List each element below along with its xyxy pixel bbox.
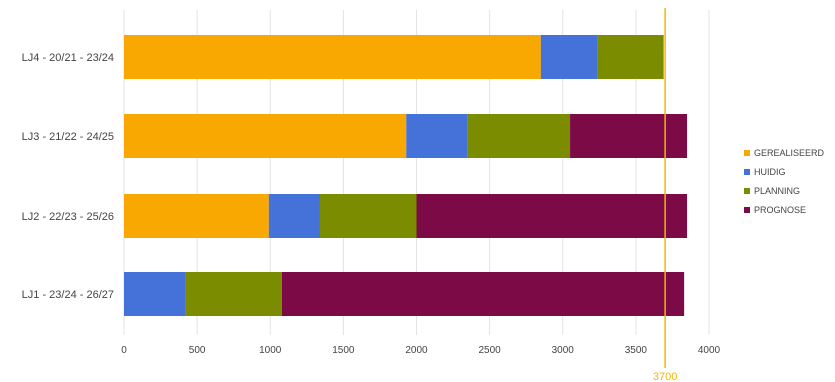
x-tick-label: 3500 <box>625 345 648 356</box>
category-label: LJ3 - 21/22 - 24/25 <box>22 131 114 143</box>
legend-swatch-planning <box>744 188 750 194</box>
bar-prognose-2 <box>570 114 688 158</box>
x-tick-label: 4000 <box>698 345 721 356</box>
x-tick-label: 3000 <box>552 345 575 356</box>
bar-planning-4 <box>185 272 282 316</box>
legend-label-prognose: PROGNOSE <box>754 205 806 215</box>
x-tick-label: 2500 <box>479 345 502 356</box>
bar-huidig-1 <box>540 35 598 79</box>
bar-huidig-2 <box>406 114 468 158</box>
bar-gerealiseerd-3 <box>124 194 269 238</box>
bar-planning-1 <box>597 35 664 79</box>
legend-label-huidig: HUIDIG <box>754 167 786 177</box>
x-tick-label: 0 <box>121 345 127 356</box>
bar-planning-2 <box>467 114 571 158</box>
legend: GEREALISEERD HUIDIG PLANNING PROGNOSE <box>744 148 825 215</box>
bar-prognose-4 <box>281 272 685 316</box>
x-tick-label: 500 <box>189 345 206 356</box>
legend-label-gerealiseerd: GEREALISEERD <box>754 148 825 158</box>
category-label: LJ1 - 23/24 - 26/27 <box>22 289 114 301</box>
bar-huidig-4 <box>124 272 186 316</box>
category-label: LJ2 - 22/23 - 25/26 <box>22 211 114 223</box>
bar-gerealiseerd-1 <box>124 35 541 79</box>
category-labels: LJ4 - 20/21 - 23/24 LJ3 - 21/22 - 24/25 LJ… <box>22 52 114 301</box>
legend-swatch-gerealiseerd <box>744 150 750 156</box>
x-tick-label: 2000 <box>405 345 428 356</box>
legend-swatch-huidig <box>744 169 750 175</box>
bar-prognose-3 <box>416 194 688 238</box>
category-label: LJ4 - 20/21 - 23/24 <box>22 52 114 64</box>
legend-swatch-prognose <box>744 207 750 213</box>
bar-huidig-3 <box>268 194 320 238</box>
reference-line-group: 3700 <box>653 8 677 382</box>
legend-label-planning: PLANNING <box>754 186 800 196</box>
bar-segments <box>124 35 688 316</box>
x-tick-label: 1000 <box>259 345 282 356</box>
reference-line-label: 3700 <box>653 371 677 382</box>
x-tick-label: 1500 <box>332 345 355 356</box>
x-axis-ticks: 0 500 1000 1500 2000 2500 3000 3500 4000 <box>121 345 720 356</box>
bar-gerealiseerd-2 <box>124 114 407 158</box>
bar-planning-3 <box>319 194 417 238</box>
